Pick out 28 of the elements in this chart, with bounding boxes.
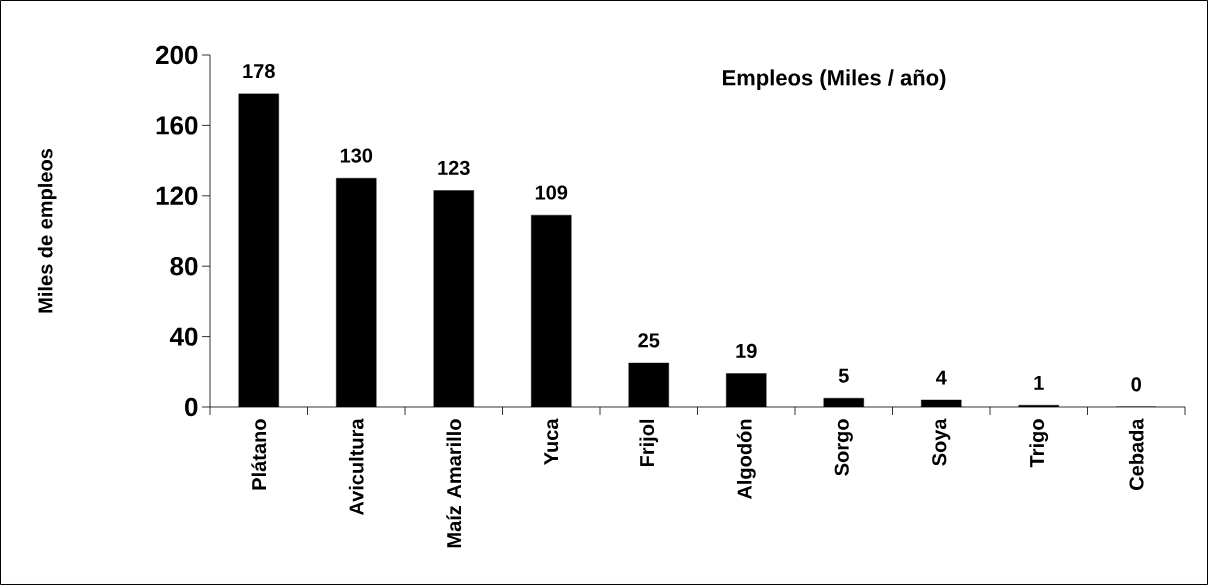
x-tick-label: Maíz Amarillo [446,419,462,548]
data-label: 178 [243,64,275,79]
y-tick-label: 0 [185,397,198,417]
x-tick-label: Avicultura [348,418,364,516]
y-tick-label: 200 [155,45,198,65]
data-label: 4 [935,370,947,385]
x-tick-label: Sorgo [834,419,853,476]
x-tick-label: Soya [932,418,951,466]
x-tick-label: Frijol [639,419,659,467]
data-label: 1 [1034,375,1044,390]
x-tick-label: Cebada [1128,418,1144,490]
data-label: 5 [838,368,849,383]
data-label: 19 [736,343,757,359]
text: Empleos (Miles / año) [723,69,946,90]
data-label: 0 [1131,377,1141,392]
x-tick-label: Algodón [736,419,756,500]
data-label: 25 [638,333,660,348]
x-tick-label: Trigo [1029,419,1049,468]
x-tick-label: Yuca [544,418,559,465]
data-label: 109 [535,185,568,200]
y-tick-label: 120 [156,186,198,205]
x-tick-label: Plátano [251,419,267,490]
y-tick-label: 40 [169,327,198,346]
y-tick-label: 160 [156,116,198,135]
y-axis-title: Miles de empleos [37,149,57,313]
y-tick-label: 80 [170,256,198,276]
data-label: 130 [340,148,373,163]
data-label: 123 [438,160,470,175]
